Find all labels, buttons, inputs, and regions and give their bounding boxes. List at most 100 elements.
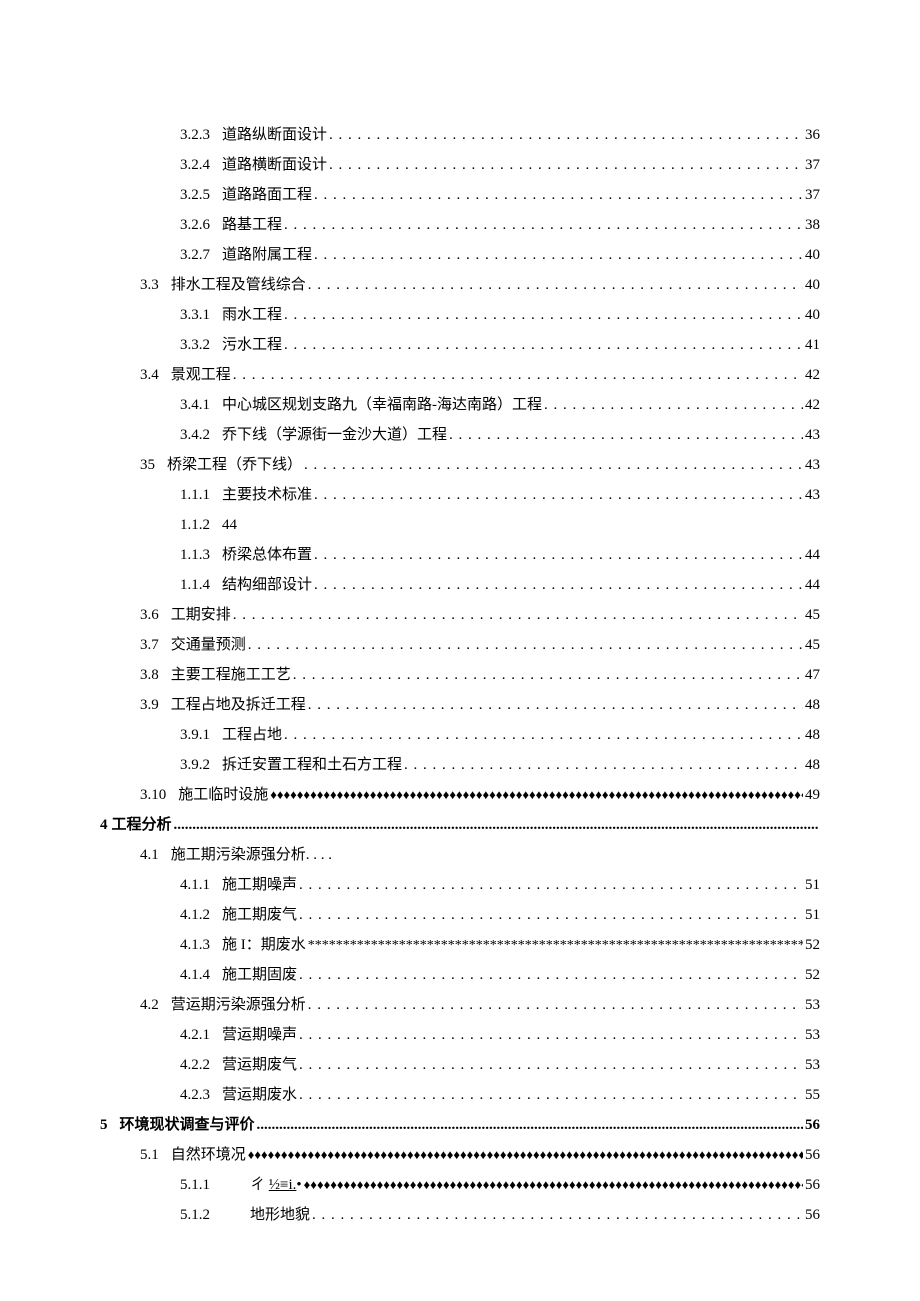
toc-title: 道路路面工程 bbox=[222, 180, 312, 210]
toc-entry: 4.1.4施工期固废52 bbox=[100, 960, 820, 990]
toc-title: 中心城区规划支路九（幸福南路-海达南路）工程 bbox=[222, 390, 542, 420]
toc-leader-dots bbox=[329, 150, 803, 180]
toc-leader-dots bbox=[284, 300, 803, 330]
toc-leader-dots bbox=[174, 810, 818, 840]
toc-entry: 3.2.3道路纵断面设计36 bbox=[100, 120, 820, 150]
toc-page-number: 38 bbox=[805, 210, 820, 240]
toc-leader-dots bbox=[314, 480, 803, 510]
toc-leader-dots bbox=[299, 1080, 803, 1110]
toc-title: 工程占地 bbox=[222, 720, 282, 750]
toc-title: 道路纵断面设计 bbox=[222, 120, 327, 150]
toc-entry: 4.1施工期污染源强分析. . . . bbox=[100, 840, 820, 870]
toc-title: 地形地貌 bbox=[250, 1200, 310, 1230]
toc-entry: 1.1.3桥梁总体布置44 bbox=[100, 540, 820, 570]
toc-leader-dots bbox=[449, 420, 803, 450]
toc-leader-dots bbox=[299, 1050, 803, 1080]
toc-page-number: 40 bbox=[805, 240, 820, 270]
toc-leader-dots bbox=[308, 690, 803, 720]
toc-number: 1.1.1 bbox=[180, 480, 210, 510]
toc-page-number: 37 bbox=[805, 180, 820, 210]
toc-page-number: 51 bbox=[805, 870, 820, 900]
toc-leader-dots bbox=[257, 1110, 803, 1140]
toc-leader-dots bbox=[248, 630, 803, 660]
toc-number: 3.2.7 bbox=[180, 240, 210, 270]
toc-entry: 3.2.5道路路面工程37 bbox=[100, 180, 820, 210]
toc-entry: 3.2.4道路横断面设计37 bbox=[100, 150, 820, 180]
toc-page-number: 42 bbox=[805, 360, 820, 390]
toc-leader-dots bbox=[304, 1172, 803, 1198]
toc-entry: 3.9.2拆迁安置工程和土石方工程48 bbox=[100, 750, 820, 780]
toc-leader-dots bbox=[299, 1020, 803, 1050]
toc-entry: 5环境现状调查与评价56 bbox=[100, 1110, 820, 1140]
toc-entry: 4工程分析 bbox=[100, 810, 820, 840]
toc-title: 拆迁安置工程和土石方工程 bbox=[222, 750, 402, 780]
toc-page-number: 55 bbox=[805, 1080, 820, 1110]
toc-entry: 3.4景观工程42 bbox=[100, 360, 820, 390]
toc-title: 雨水工程 bbox=[222, 300, 282, 330]
toc-page-number: 53 bbox=[805, 1020, 820, 1050]
toc-entry: 5.1自然环境况56 bbox=[100, 1140, 820, 1170]
toc-entry: 4.2营运期污染源强分析53 bbox=[100, 990, 820, 1020]
toc-number: 4 bbox=[100, 810, 108, 840]
toc-number: 3.3.2 bbox=[180, 330, 210, 360]
toc-title: 桥梁总体布置 bbox=[222, 540, 312, 570]
toc-page-number: 53 bbox=[805, 990, 820, 1020]
toc-title: 主要技术标准 bbox=[222, 480, 312, 510]
toc-number: 5.1.1 bbox=[180, 1170, 210, 1200]
toc-leader-dots bbox=[314, 540, 803, 570]
toc-page-number: 56 bbox=[805, 1200, 820, 1230]
toc-number: 3.3 bbox=[140, 270, 159, 300]
toc-leader-dots bbox=[404, 750, 803, 780]
toc-leader-dots bbox=[284, 210, 803, 240]
toc-number: 4.2 bbox=[140, 990, 159, 1020]
toc-title: 营运期噪声 bbox=[222, 1020, 297, 1050]
toc-page-number: 49 bbox=[805, 780, 820, 810]
toc-page-number: 56 bbox=[805, 1110, 820, 1140]
toc-leader-dots bbox=[270, 782, 803, 808]
toc-page-number: 37 bbox=[805, 150, 820, 180]
toc-number: 3.9.2 bbox=[180, 750, 210, 780]
toc-number: 35 bbox=[140, 450, 155, 480]
toc-page-number: 43 bbox=[805, 480, 820, 510]
toc-entry: 4.1.3施 I：期废水52 bbox=[100, 930, 820, 960]
toc-entry: 3.2.6路基工程38 bbox=[100, 210, 820, 240]
toc-number: 4.2.3 bbox=[180, 1080, 210, 1110]
toc-page-number: 36 bbox=[805, 120, 820, 150]
toc-page-number: 43 bbox=[805, 450, 820, 480]
toc-title: 工期安排 bbox=[171, 600, 231, 630]
toc-number: 4.1.4 bbox=[180, 960, 210, 990]
toc-page-number: 53 bbox=[805, 1050, 820, 1080]
toc-entry: 3.2.7道路附属工程40 bbox=[100, 240, 820, 270]
toc-number: 3.6 bbox=[140, 600, 159, 630]
toc-entry: 3.3.1雨水工程40 bbox=[100, 300, 820, 330]
toc-number: 3.9 bbox=[140, 690, 159, 720]
toc-entry: 4.1.1施工期噪声51 bbox=[100, 870, 820, 900]
toc-title: 结构细部设计 bbox=[222, 570, 312, 600]
toc-entry: 1.1.1 主要技术标准 43 bbox=[100, 480, 820, 510]
toc-page-number: 44 bbox=[805, 570, 820, 600]
table-of-contents: 3.2.3道路纵断面设计363.2.4道路横断面设计373.2.5道路路面工程3… bbox=[100, 120, 820, 1230]
toc-entry: 4.1.2施工期废气51 bbox=[100, 900, 820, 930]
toc-title: 施 I：期废水 bbox=[222, 930, 306, 960]
toc-number: 3.4.2 bbox=[180, 420, 210, 450]
toc-number: 5.1.2 bbox=[180, 1200, 210, 1230]
toc-title: 交通量预测 bbox=[171, 630, 246, 660]
toc-leader-dots bbox=[299, 960, 803, 990]
toc-page-number: 48 bbox=[805, 720, 820, 750]
toc-title: 路基工程 bbox=[222, 210, 282, 240]
toc-page-number: 41 bbox=[805, 330, 820, 360]
toc-entry: 3.6工期安排45 bbox=[100, 600, 820, 630]
toc-page-number: 42 bbox=[805, 390, 820, 420]
toc-page-number: 43 bbox=[805, 420, 820, 450]
toc-leader-dots bbox=[314, 570, 803, 600]
toc-title: 工程占地及拆迁工程 bbox=[171, 690, 306, 720]
toc-number: 3.9.1 bbox=[180, 720, 210, 750]
toc-title: 污水工程 bbox=[222, 330, 282, 360]
toc-page-number: 40 bbox=[805, 300, 820, 330]
toc-leader-dots bbox=[314, 240, 803, 270]
toc-entry: 5.1.1ㄔ ½≡i.•56 bbox=[100, 1170, 820, 1200]
toc-entry: 3.10施工临时设施49 bbox=[100, 780, 820, 810]
toc-leader-dots bbox=[293, 660, 803, 690]
toc-page-number: 52 bbox=[805, 960, 820, 990]
toc-title: 施工期废气 bbox=[222, 900, 297, 930]
